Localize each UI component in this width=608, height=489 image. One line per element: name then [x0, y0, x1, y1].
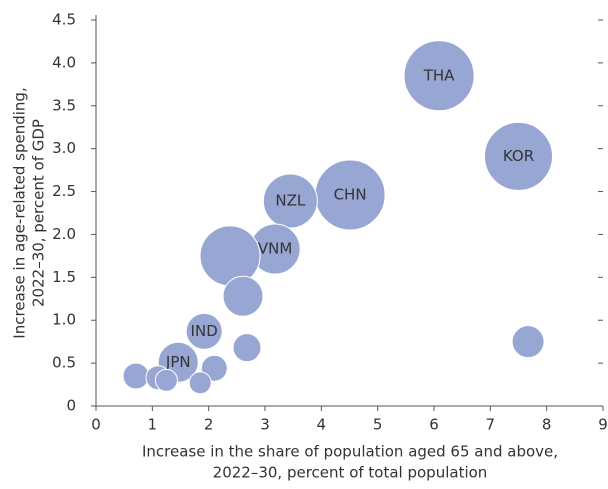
bubble: [122, 362, 150, 390]
y-tick-label: 1.5: [52, 268, 76, 286]
x-tick-label: 4: [317, 416, 327, 434]
bubble: [185, 312, 223, 350]
bubble: [262, 173, 318, 229]
x-tick-label: 0: [91, 416, 101, 434]
bubble-label: CHN: [334, 185, 367, 203]
bubble: [403, 40, 475, 112]
y-tick-label: 1.0: [52, 311, 76, 329]
y-tick-label: 0: [66, 397, 76, 415]
x-tick-label: 5: [373, 416, 383, 434]
bubble: [484, 121, 553, 191]
x-tick-label: 7: [486, 416, 496, 434]
bubble-label: THA: [423, 66, 455, 84]
x-tick-label: 8: [542, 416, 552, 434]
bubble: [222, 275, 264, 317]
x-axis-label: 2022–30, percent of total population: [213, 464, 488, 482]
bubble-label: VNM: [258, 240, 292, 258]
y-tick-label: 2.0: [52, 225, 76, 243]
x-tick-label: 2: [204, 416, 214, 434]
y-axis-label: 2022–30, percent of GDP: [30, 119, 48, 307]
x-tick-label: 1: [148, 416, 158, 434]
bubble: [511, 325, 545, 359]
bubble: [232, 333, 262, 363]
bubble-label: IND: [191, 322, 218, 340]
x-tick-label: 6: [429, 416, 439, 434]
y-tick-label: 3.0: [52, 139, 76, 157]
x-tick-label: 3: [260, 416, 270, 434]
y-tick-label: 2.5: [52, 182, 76, 200]
bubble: [188, 371, 212, 395]
x-axis-label: Increase in the share of population aged…: [142, 443, 558, 461]
bubble: [154, 368, 178, 392]
y-tick-label: 4.0: [52, 53, 76, 71]
bubble: [199, 225, 261, 287]
y-tick-label: 4.5: [52, 11, 76, 29]
y-tick-label: 3.5: [52, 96, 76, 114]
bubble-label: NZL: [275, 191, 305, 209]
bubble-label: JPN: [165, 353, 191, 371]
y-tick-label: 0.5: [52, 354, 76, 372]
bubble-label: KOR: [503, 147, 534, 165]
x-tick-label: 9: [598, 416, 608, 434]
y-axis-label: Increase in age-related spending,: [11, 87, 29, 338]
